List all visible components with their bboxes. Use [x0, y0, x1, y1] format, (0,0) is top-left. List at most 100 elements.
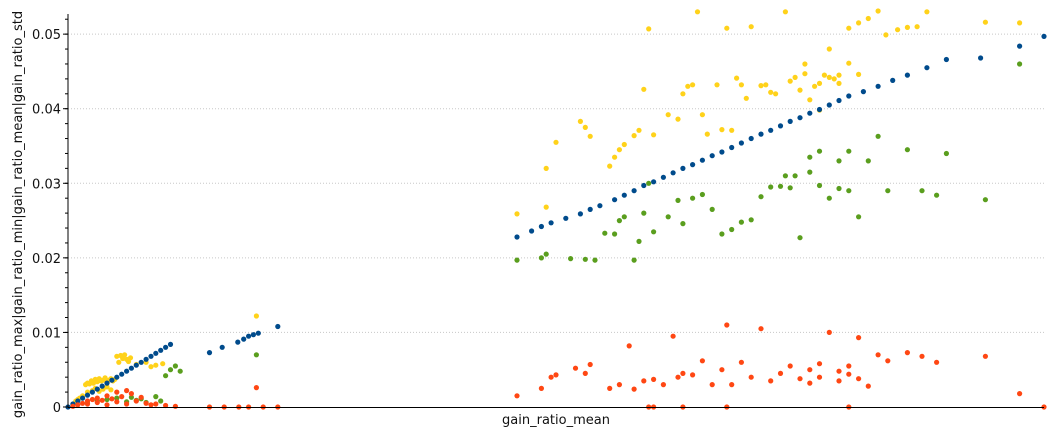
point-std [787, 363, 793, 369]
point-std [538, 385, 545, 391]
point-max [719, 127, 725, 133]
point-max [665, 112, 671, 118]
point-std [70, 403, 76, 409]
point-max [612, 154, 618, 160]
point-min [690, 195, 696, 201]
point-mean [84, 392, 91, 398]
point-std [836, 368, 842, 374]
series-mean [65, 33, 1047, 410]
point-mean [1017, 43, 1023, 49]
point-min [782, 173, 789, 179]
point-min [758, 194, 764, 200]
gridlines [68, 33, 1044, 333]
point-max [553, 139, 559, 145]
point-std [143, 400, 149, 406]
point-std [865, 383, 871, 389]
point-mean [597, 203, 603, 209]
point-mean [153, 350, 159, 356]
point-min [641, 210, 647, 216]
point-mean [158, 347, 164, 353]
point-max [734, 75, 740, 81]
point-min [807, 154, 813, 160]
point-min [163, 373, 169, 379]
point-max [631, 133, 637, 139]
point-std [680, 370, 686, 376]
point-std [690, 372, 696, 378]
point-std [675, 374, 681, 380]
y-tick-label: 0.01 [32, 326, 61, 341]
point-mean [904, 72, 911, 78]
point-min [592, 257, 598, 263]
point-std [934, 359, 940, 365]
point-max [982, 19, 989, 25]
point-mean [768, 127, 774, 133]
point-max [685, 83, 691, 89]
point-max [543, 165, 549, 171]
point-max [514, 211, 520, 217]
point-max [792, 74, 798, 80]
point-mean [709, 153, 715, 159]
point-std [807, 367, 813, 373]
point-max [102, 375, 108, 381]
point-std [109, 396, 115, 402]
point-max [651, 132, 657, 138]
point-std [836, 378, 842, 384]
point-min [167, 367, 174, 373]
point-mean [943, 56, 950, 63]
point-min [612, 231, 618, 237]
point-mean [133, 362, 139, 368]
point-mean [729, 144, 735, 151]
point-std [124, 388, 130, 394]
point-max [690, 82, 696, 88]
point-std [80, 400, 86, 406]
point-min [875, 133, 881, 139]
point-std [253, 385, 259, 391]
point-min [846, 148, 852, 154]
point-min [816, 148, 823, 154]
point-min [748, 217, 754, 223]
point-max [836, 80, 842, 86]
point-std [699, 358, 706, 364]
point-max [768, 89, 774, 95]
x-axis-label: gain_ratio_mean [502, 413, 610, 428]
point-std [172, 403, 178, 409]
point-min [538, 255, 545, 261]
point-min [807, 169, 813, 175]
point-max [758, 83, 764, 89]
point-std [856, 335, 862, 341]
point-min [768, 184, 774, 190]
point-std [797, 376, 803, 382]
point-std [616, 382, 623, 388]
point-min [943, 150, 950, 157]
point-mean [75, 398, 81, 404]
y-tick-label: 0.04 [32, 103, 61, 118]
point-max [714, 82, 720, 88]
point-std [104, 402, 110, 408]
point-max [812, 83, 818, 89]
point-mean [128, 365, 134, 371]
point-min [616, 218, 623, 224]
point-std [548, 374, 554, 380]
point-max [782, 9, 789, 15]
point-mean [80, 395, 86, 401]
point-mean [641, 182, 647, 189]
point-mean [167, 341, 174, 347]
point-std [114, 389, 120, 395]
point-max [704, 131, 710, 137]
data-points [65, 8, 1047, 410]
point-min [729, 226, 735, 233]
point-std [104, 393, 110, 399]
point-min [904, 147, 911, 153]
y-tick-label: 0.03 [32, 177, 61, 192]
point-mean [148, 353, 154, 359]
point-min [738, 219, 745, 225]
point-std [651, 376, 657, 382]
point-mean [529, 228, 535, 234]
point-std [885, 358, 891, 364]
point-max [748, 24, 754, 30]
point-mean [89, 389, 95, 395]
point-min [104, 396, 110, 403]
point-min [919, 188, 925, 194]
point-max [108, 387, 114, 393]
